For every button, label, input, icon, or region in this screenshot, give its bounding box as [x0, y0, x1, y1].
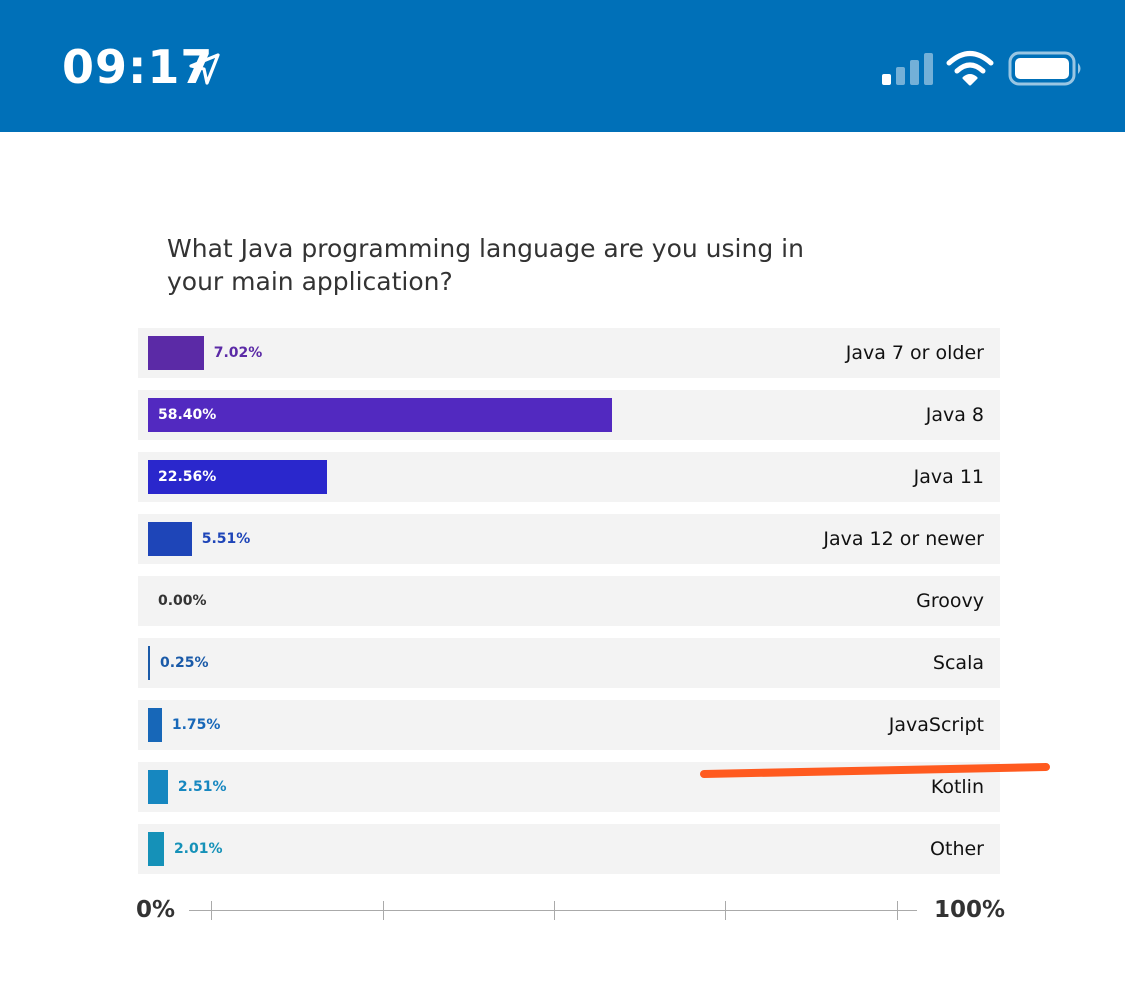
x-axis-line — [189, 910, 917, 911]
data-label: 0.25% — [159, 655, 209, 671]
location-arrow-icon — [189, 53, 220, 85]
bar — [148, 770, 168, 804]
bar — [148, 708, 162, 742]
wifi-icon — [946, 51, 994, 86]
x-axis-tick — [897, 901, 898, 920]
category-label: Kotlin — [930, 776, 984, 798]
bar — [148, 522, 192, 556]
bar-row — [138, 514, 1000, 564]
data-label: 1.75% — [171, 717, 221, 733]
bar-row — [138, 576, 1000, 626]
data-label: 7.02% — [213, 345, 263, 361]
x-axis-tick — [383, 901, 384, 920]
data-label: 58.40% — [158, 407, 217, 423]
bar — [148, 832, 164, 866]
category-label: Other — [930, 838, 984, 860]
category-label: Scala — [932, 652, 984, 674]
bar — [148, 646, 150, 680]
data-label: 2.01% — [173, 841, 223, 857]
bar — [148, 460, 328, 494]
x-axis-tick — [554, 901, 555, 920]
category-label: Java 7 or older — [845, 342, 984, 364]
bar-row — [138, 824, 1000, 874]
category-label: Java 8 — [925, 404, 984, 426]
bar-row — [138, 700, 1000, 750]
bar-row — [138, 328, 1000, 378]
x-axis-tick — [725, 901, 726, 920]
x-axis-tick — [211, 901, 212, 920]
status-bar: 09:17 — [0, 0, 1125, 132]
x-axis-min-label: 0% — [136, 897, 176, 923]
data-label: 5.51% — [201, 531, 251, 547]
data-label: 22.56% — [158, 469, 217, 485]
category-label: Java 11 — [913, 466, 984, 488]
cellular-signal-icon — [882, 53, 933, 85]
x-axis-max-label: 100% — [934, 897, 1006, 923]
clock: 09:17 — [62, 40, 214, 94]
data-label: 2.51% — [177, 779, 227, 795]
data-label: 0.00% — [158, 593, 207, 609]
question-title: What Java programming language are you u… — [167, 234, 804, 296]
bar — [148, 398, 612, 432]
category-label: JavaScript — [888, 714, 984, 736]
battery-icon — [1008, 51, 1081, 86]
bar — [148, 336, 204, 370]
bar-row — [138, 638, 1000, 688]
category-label: Groovy — [916, 590, 984, 612]
category-label: Java 12 or newer — [823, 528, 984, 550]
